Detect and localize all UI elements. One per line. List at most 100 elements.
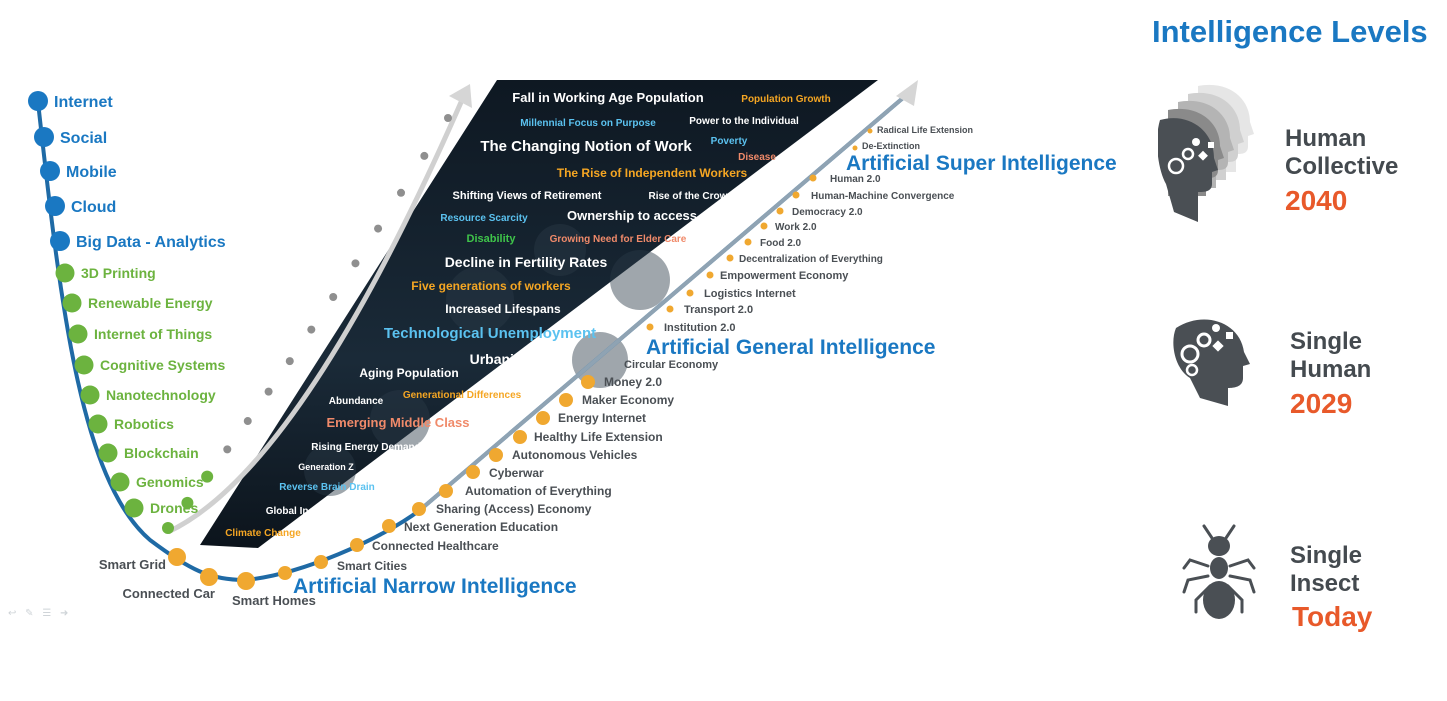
- slide-toolbar-icons[interactable]: ↩ ✎ ☰ ➜: [8, 608, 72, 619]
- tech-node: [74, 355, 94, 375]
- social-trend-label: Five generations of workers: [411, 279, 571, 293]
- super-ai-label: Radical Life Extension: [877, 125, 973, 135]
- general-ai-node: [809, 174, 817, 182]
- social-trend-label: Fall in Working Age Population: [512, 90, 703, 105]
- general-ai-label: Decentralization of Everything: [739, 254, 883, 265]
- general-ai-node: [792, 191, 800, 199]
- social-trend-label: Increased Lifespans: [445, 302, 561, 316]
- tech-label: Social: [60, 130, 107, 147]
- silhouette-shape: [446, 266, 514, 334]
- general-ai-label: Institution 2.0: [664, 322, 736, 334]
- general-ai-node: [686, 289, 694, 297]
- level-label: Single Insect: [1290, 542, 1363, 597]
- social-trend-label: Global Inequality: [266, 506, 347, 517]
- general-ai-label: Transport 2.0: [684, 304, 753, 316]
- trend-arrow-dot: [181, 496, 194, 509]
- intelligence-curve-upper: [418, 90, 912, 512]
- intelligence-arrow-head: [896, 80, 918, 106]
- general-ai-label: Empowerment Economy: [720, 270, 849, 282]
- page-title: Intelligence Levels: [1152, 14, 1428, 49]
- narrow-ai-label: Smart Grid: [99, 557, 166, 572]
- narrow-ai-node: [536, 411, 550, 425]
- level-year: Today: [1292, 601, 1373, 632]
- narrow-ai-node: [350, 538, 364, 552]
- human-head-gears-icon: [1173, 319, 1250, 406]
- trend-arrow-head: [449, 84, 472, 108]
- general-ai-node: [776, 207, 784, 215]
- narrow-ai-node: [314, 555, 328, 569]
- social-trend-label: Generation Z: [298, 462, 354, 472]
- tech-node: [40, 161, 60, 181]
- tech-node: [50, 231, 70, 251]
- silhouette-shape: [304, 444, 356, 496]
- level-year: 2029: [1290, 388, 1353, 419]
- trend-arrow-dot: [243, 417, 252, 426]
- social-trend-label: Disease: [738, 152, 776, 163]
- silhouette-shape: [610, 250, 670, 310]
- social-trend-label: Emerging Middle Class: [326, 415, 469, 430]
- narrow-ai-node: [168, 548, 186, 566]
- narrow-ai-label: Sharing (Access) Economy: [436, 502, 592, 516]
- social-trend-label: Climate Change: [225, 528, 301, 539]
- tech-node: [55, 263, 75, 283]
- social-trend-label: Poverty: [711, 136, 748, 147]
- tech-label: Drones: [150, 500, 198, 516]
- general-ai-label: Human-Machine Convergence: [811, 191, 955, 202]
- general-ai-label: Work 2.0: [775, 222, 817, 233]
- trend-arrow-dot: [285, 357, 294, 366]
- super-ai-title: Artificial Super Intelligence: [846, 152, 1117, 175]
- social-trend-label: Ownership to access: [567, 208, 697, 223]
- social-trend-label: Urbanization: [470, 351, 555, 367]
- trend-arrow-dot: [420, 151, 429, 160]
- narrow-ai-label: Smart Cities: [337, 559, 407, 573]
- general-ai-node: [760, 222, 768, 230]
- trend-arrow-dot: [397, 188, 406, 197]
- tech-label: Mobile: [66, 164, 117, 181]
- general-ai-node: [666, 305, 674, 313]
- silhouette-shape: [370, 390, 430, 450]
- narrow-ai-node: [466, 465, 480, 479]
- tech-node: [110, 472, 130, 492]
- tech-node: [45, 196, 65, 216]
- narrow-ai-label: Next Generation Education: [404, 520, 558, 534]
- narrow-ai-node: [513, 430, 527, 444]
- narrow-ai-node: [382, 519, 396, 533]
- narrow-ai-label: Automation of Everything: [465, 484, 612, 498]
- tech-node: [80, 385, 100, 405]
- narrow-ai-label: Energy Internet: [558, 411, 646, 425]
- narrow-ai-label: Maker Economy: [582, 393, 674, 407]
- social-trend-label: Abundance: [329, 396, 384, 407]
- social-trend-label: Disability: [467, 233, 517, 245]
- narrow-ai-label: Cyberwar: [489, 466, 544, 480]
- social-trend-label: Resource Scarcity: [440, 213, 528, 224]
- level-label: Human Collective: [1285, 125, 1399, 180]
- social-trend-label: Reverse Brain Drain: [279, 482, 375, 493]
- narrow-ai-node: [439, 484, 453, 498]
- general-ai-node: [706, 271, 714, 279]
- trend-arrow-dot: [307, 325, 316, 334]
- tech-label: Internet: [54, 94, 113, 111]
- social-trend-label: Generational Differences: [403, 390, 522, 401]
- narrow-ai-title: Artificial Narrow Intelligence: [293, 575, 577, 598]
- general-ai-label: Logistics Internet: [704, 288, 796, 300]
- narrow-ai-node: [278, 566, 292, 580]
- trend-arrow-dot: [329, 292, 338, 301]
- narrow-ai-node: [581, 375, 595, 389]
- social-trend-label: The Changing Notion of Work: [480, 138, 692, 155]
- narrow-ai-node: [412, 502, 426, 516]
- silhouette-shape: [534, 224, 586, 276]
- narrow-ai-node: [559, 393, 573, 407]
- general-ai-label: Human 2.0: [830, 174, 881, 185]
- social-trend-label: Rise of the Crowd: [648, 191, 733, 202]
- trend-arrow-line: [166, 98, 465, 535]
- narrow-ai-label: Autonomous Vehicles: [512, 448, 638, 462]
- ant-icon: [1182, 524, 1256, 619]
- narrow-ai-label: Circular Economy: [624, 359, 719, 371]
- trend-arrow-dot: [374, 224, 383, 233]
- social-trend-label: Technological Unemployment: [384, 325, 596, 342]
- general-ai-node: [726, 254, 734, 262]
- narrow-ai-label: Money 2.0: [604, 375, 662, 389]
- narrow-ai-label: Smart Homes: [232, 593, 316, 608]
- trend-arrow-dot: [444, 114, 452, 122]
